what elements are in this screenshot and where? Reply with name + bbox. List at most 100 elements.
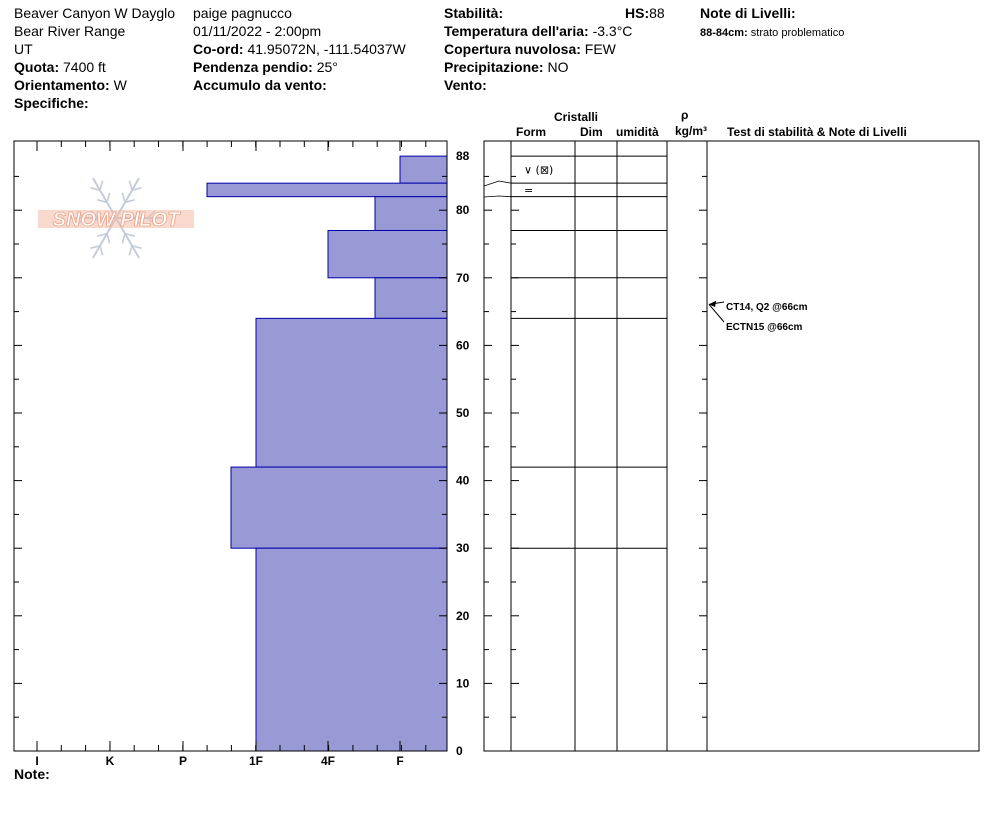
specifics-row: Specifiche: [14, 94, 175, 112]
slope-label: Pendenza pendio: [193, 59, 313, 75]
layer-note-range: 88-84cm: [700, 27, 748, 39]
snowflake-branch [106, 233, 111, 244]
snowflake-branch [97, 232, 108, 237]
site-info: Beaver Canyon W Dayglo Bear River Range … [14, 4, 175, 112]
aspect-row: Orientamento: W [14, 76, 175, 94]
stability-test-label: ECTN15 @66cm [726, 322, 803, 333]
y-tick-label: 20 [456, 609, 470, 623]
specifics-label: Specifiche: [14, 95, 89, 111]
sky-label: Copertura nuvolosa: [444, 41, 581, 57]
conditions-info: Stabilità: Temperatura dell'aria: -3.3°C… [444, 4, 632, 94]
snowflake-branch [90, 244, 101, 250]
elevation-label: Quota: [14, 59, 60, 75]
sky-value: FEW [584, 41, 616, 57]
snowflake-branch [131, 186, 142, 192]
y-tick-label: 88 [456, 149, 470, 163]
snowflake-branch [124, 232, 135, 237]
y-tick-label: 70 [456, 271, 470, 285]
hs-value: 88 [649, 5, 665, 21]
moisture-header: umidità [616, 125, 659, 139]
snowflake-branch [128, 245, 133, 256]
density-header: kg/m³ [675, 124, 708, 138]
precip-row: Precipitazione: NO [444, 58, 632, 76]
layer-notes-title: Note di Livelli: [700, 5, 796, 21]
stability-label: Stabilità: [444, 5, 504, 21]
hs-row: HS:88 [625, 4, 665, 22]
air-temp-row: Temperatura dell'aria: -3.3°C [444, 22, 632, 40]
slope-row: Pendenza pendio: 25° [193, 58, 406, 76]
wind-label: Vento: [444, 77, 487, 93]
snowflake-branch [131, 244, 142, 250]
snowflake-branch [121, 233, 126, 244]
slope-value: 25° [316, 59, 338, 75]
x-tick-label: I [35, 754, 38, 768]
chart-frames [13, 140, 980, 752]
crystal-form-symbol: = [524, 184, 533, 197]
stability-test-label: CT14, Q2 @66cm [726, 302, 808, 313]
y-tick-label: 10 [456, 676, 470, 690]
precip-value: NO [547, 59, 569, 75]
x-tick-label: P [179, 754, 187, 768]
snowflake-branch [106, 192, 111, 203]
elevation-row: Quota: 7400 ft [14, 58, 175, 76]
sky-row: Copertura nuvolosa: FEW [444, 40, 632, 58]
hardness-layer-bar [327, 229, 448, 279]
x-tick-label: K [106, 754, 115, 768]
aspect-label: Orientamento: [14, 77, 110, 93]
layer-note-text: strato problematico [750, 27, 845, 39]
tests-header: Test di stabilità & Note di Livelli [727, 125, 907, 139]
wind-loading-row: Accumulo da vento: [193, 76, 406, 94]
coords-row: Co-ord: 41.95072N, -111.54037W [193, 40, 406, 58]
observation-datetime: 01/11/2022 - 2:00pm [193, 23, 322, 39]
snowflake-branch [90, 186, 101, 192]
hardness-layer-bar [255, 547, 448, 752]
stability-row: Stabilità: [444, 4, 632, 22]
hardness-layer-bar [374, 277, 448, 319]
notes-row: Note: [14, 765, 50, 783]
profile-table-frame [483, 140, 980, 752]
x-tick-label: F [396, 754, 403, 768]
observer-info: paige pagnucco 01/11/2022 - 2:00pm Co-or… [193, 4, 406, 94]
crystal-form-symbol: ∨ (⊠) [524, 164, 553, 177]
hardness-layer-bar [206, 182, 448, 198]
hardness-layer-bar [399, 155, 448, 184]
logo-band [38, 210, 194, 228]
hardness-bars [206, 155, 448, 752]
x-tick-label: 4F [321, 754, 335, 768]
coords-label: Co-ord: [193, 41, 244, 57]
size-header: Dim [580, 125, 603, 139]
snowflake-branch [99, 245, 104, 256]
notes-label: Note: [14, 766, 50, 782]
hardness-layer-bar [230, 466, 448, 549]
snowflake-branch [99, 180, 104, 191]
y-tick-label: 50 [456, 406, 470, 420]
precip-label: Precipitazione: [444, 59, 544, 75]
elevation-value: 7400 ft [63, 59, 106, 75]
air-temp-label: Temperatura dell'aria: [444, 23, 589, 39]
y-tick-label: 30 [456, 541, 470, 555]
wind-row: Vento: [444, 76, 632, 94]
hardness-layer-bar [255, 317, 448, 468]
snowflake-branch [128, 180, 133, 191]
snowflake-branch [97, 199, 108, 204]
snowpilot-logo: SNOW PILOT [38, 177, 194, 259]
test-pointer-arrow [709, 300, 716, 307]
crystal-column: ∨ (⊠) = [524, 164, 553, 197]
hardness-layer-bar [374, 196, 448, 231]
snowflake-branch [121, 192, 126, 203]
y-tick-label: 40 [456, 474, 470, 488]
layer-notes: Note di Livelli: 88-84cm: strato problem… [700, 4, 844, 42]
coords-value: 41.95072N, -111.54037W [247, 41, 406, 57]
form-header: Form [516, 125, 546, 139]
mountain-range: Bear River Range [14, 23, 126, 39]
observer-name: paige pagnucco [193, 5, 292, 21]
axis-ticks: 0 10 20 30 40 50 60 70 80 88 I K P 1F 4F F [14, 141, 707, 768]
crystals-header: Cristalli [554, 110, 599, 124]
location: Beaver Canyon W Dayglo [14, 5, 176, 21]
state: UT [14, 41, 33, 57]
rho-header: ρ [681, 108, 689, 122]
y-tick-label: 60 [456, 338, 470, 352]
test-pointer-line [708, 304, 725, 323]
y-tick-label: 0 [456, 744, 463, 758]
